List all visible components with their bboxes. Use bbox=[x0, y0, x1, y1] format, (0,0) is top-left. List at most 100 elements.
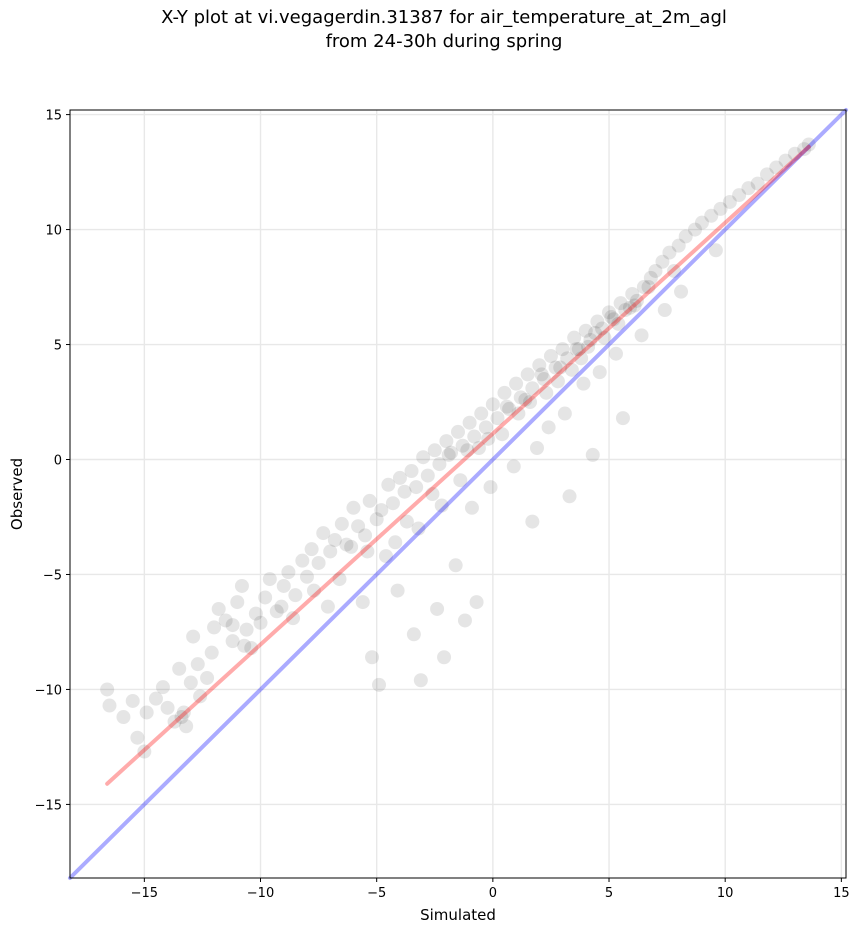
data-point bbox=[369, 512, 384, 527]
data-point bbox=[420, 468, 435, 483]
data-point bbox=[306, 583, 321, 598]
data-point bbox=[536, 372, 551, 387]
data-point bbox=[462, 415, 477, 430]
data-point bbox=[485, 397, 500, 412]
data-point bbox=[588, 326, 603, 341]
chart-title-line-1: X-Y plot at vi.vegagerdin.31387 for air_… bbox=[161, 7, 727, 28]
data-point bbox=[248, 606, 263, 621]
data-point bbox=[444, 445, 459, 460]
data-point bbox=[604, 309, 619, 324]
data-point bbox=[608, 346, 623, 361]
data-point bbox=[262, 572, 277, 587]
data-point bbox=[801, 137, 816, 152]
data-point bbox=[413, 673, 428, 688]
data-point bbox=[237, 638, 252, 653]
data-point bbox=[541, 420, 556, 435]
x-tick-label: 15 bbox=[833, 886, 850, 901]
plot-area-frame bbox=[69, 109, 847, 879]
data-point bbox=[351, 519, 366, 534]
axis-ticks: −15 −10 −5 0 5 10 15 −15 −10 −5 0 5 10 15 bbox=[35, 109, 850, 901]
y-tick-label: 15 bbox=[45, 109, 62, 124]
data-point bbox=[439, 434, 454, 449]
data-point bbox=[360, 544, 375, 559]
data-point bbox=[634, 328, 649, 343]
data-point bbox=[483, 480, 498, 495]
data-point bbox=[622, 300, 637, 315]
data-point bbox=[139, 705, 154, 720]
data-point bbox=[207, 620, 222, 635]
data-point bbox=[532, 358, 547, 373]
data-point bbox=[576, 376, 591, 391]
data-point bbox=[657, 303, 672, 318]
data-point bbox=[253, 615, 268, 630]
data-point bbox=[474, 406, 489, 421]
data-point bbox=[374, 503, 389, 518]
data-point bbox=[160, 700, 175, 715]
data-point bbox=[179, 719, 194, 734]
data-point bbox=[200, 670, 215, 685]
data-point bbox=[615, 411, 630, 426]
data-point bbox=[137, 744, 152, 759]
data-point bbox=[258, 590, 273, 605]
data-point bbox=[574, 351, 589, 366]
data-point bbox=[511, 406, 526, 421]
regression-lines bbox=[68, 108, 848, 880]
data-point bbox=[186, 629, 201, 644]
data-point bbox=[304, 542, 319, 557]
data-point bbox=[578, 323, 593, 338]
y-tick-label: −5 bbox=[43, 568, 62, 583]
data-point bbox=[399, 514, 414, 529]
data-point bbox=[502, 401, 517, 416]
data-point bbox=[490, 411, 505, 426]
chart-title-line-2: from 24-30h during spring bbox=[325, 31, 563, 52]
data-point bbox=[529, 441, 544, 456]
scatter-points bbox=[100, 137, 816, 759]
data-point bbox=[778, 153, 793, 168]
data-point bbox=[722, 194, 737, 209]
data-point bbox=[595, 321, 610, 336]
data-point bbox=[155, 680, 170, 695]
x-tick-label: −15 bbox=[131, 886, 158, 901]
data-point bbox=[797, 142, 812, 157]
data-point bbox=[430, 601, 445, 616]
x-tick-label: 10 bbox=[717, 886, 734, 901]
data-point bbox=[543, 349, 558, 364]
data-point bbox=[629, 293, 644, 308]
data-point bbox=[339, 537, 354, 552]
data-point bbox=[564, 362, 579, 377]
data-point bbox=[392, 470, 407, 485]
data-point bbox=[539, 385, 554, 400]
data-point bbox=[613, 296, 628, 311]
data-point bbox=[102, 698, 117, 713]
data-point bbox=[713, 201, 728, 216]
data-point bbox=[583, 332, 598, 347]
data-point bbox=[288, 588, 303, 603]
data-point bbox=[787, 146, 802, 161]
data-point bbox=[478, 420, 493, 435]
x-tick-label: −5 bbox=[367, 886, 386, 901]
data-point bbox=[299, 569, 314, 584]
data-point bbox=[244, 641, 259, 656]
data-point bbox=[662, 245, 677, 260]
data-point bbox=[495, 427, 510, 442]
data-point bbox=[334, 516, 349, 531]
data-point bbox=[381, 477, 396, 492]
data-point bbox=[286, 611, 301, 626]
fit-line bbox=[105, 144, 811, 786]
y-axis-label: Observed bbox=[8, 458, 26, 530]
data-point bbox=[230, 595, 245, 610]
data-point bbox=[567, 330, 582, 345]
data-point bbox=[239, 622, 254, 637]
data-point bbox=[460, 443, 475, 458]
data-point bbox=[406, 627, 421, 642]
data-point bbox=[234, 578, 249, 593]
data-point bbox=[636, 280, 651, 295]
data-point bbox=[678, 229, 693, 244]
data-point bbox=[550, 374, 565, 389]
data-point bbox=[555, 342, 570, 357]
data-point bbox=[548, 360, 563, 375]
data-point bbox=[741, 181, 756, 196]
data-point bbox=[425, 487, 440, 501]
data-point bbox=[323, 544, 338, 559]
